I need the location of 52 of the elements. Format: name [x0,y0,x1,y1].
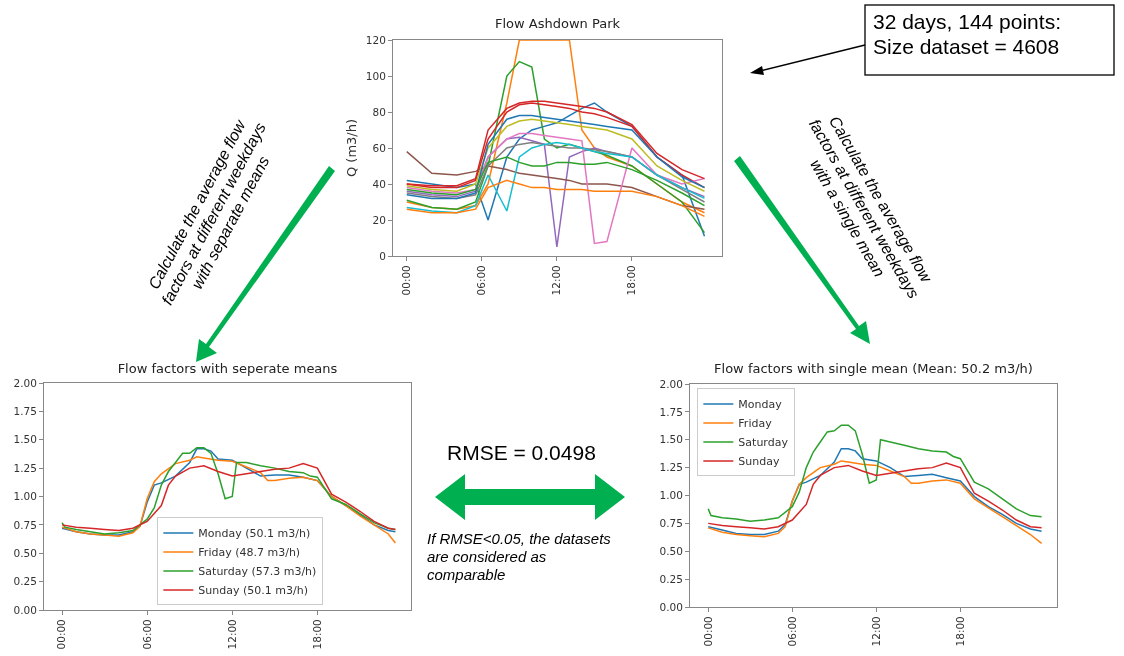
y-tick-label: 0.75 [659,517,683,530]
y-tick-label: 0.50 [659,544,683,557]
y-tick-label: 100 [365,69,386,82]
x-tick-label: 00:00 [701,616,714,647]
y-tick-label: 1.50 [13,433,37,446]
x-tick-label: 12:00 [550,265,563,296]
y-tick-label: 0.75 [13,518,37,531]
y-tick-label: 1.75 [659,405,683,418]
y-tick-label: 40 [372,177,386,190]
y-tick-label: 2.00 [13,376,37,389]
y-tick-label: 2.00 [659,377,683,390]
y-tick-label: 1.00 [659,489,683,502]
y-tick-label: 0 [379,249,386,262]
x-tick-label: 18:00 [953,616,966,647]
x-tick-label: 06:00 [785,616,798,647]
y-tick-label: 80 [372,105,386,118]
legend-label: Saturday [738,436,789,450]
y-tick-label: 1.25 [13,461,37,474]
legend-label: Monday [738,398,783,412]
chart-title: Flow factors with seperate means [117,361,338,377]
y-tick-label: 120 [365,33,386,46]
y-tick-label: 20 [372,213,386,226]
x-tick-label: 06:00 [475,265,488,296]
x-tick-label: 12:00 [869,616,882,647]
y-tick-label: 0.00 [13,603,37,616]
x-tick-label: 18:00 [625,265,638,296]
y-tick-label: 1.25 [659,461,683,474]
legend-label: Friday [738,417,773,431]
chart-title: Flow Ashdown Park [494,16,621,32]
text: If RMSE<0.05, the datasets are considered as comparable [427,530,611,584]
legend-label: Saturday (57.3 m3/h) [198,565,317,579]
legend-label: Sunday [738,455,780,469]
x-tick-label: 06:00 [140,619,153,650]
y-tick-label: 1.50 [659,433,683,446]
x-tick-label: 12:00 [225,619,238,650]
x-tick-label: 00:00 [400,265,413,296]
text: 32 days, 144 points: Size dataset = 4608 [873,9,1061,60]
legend-label: Sunday (50.1 m3/h) [198,584,308,598]
x-tick-label: 00:00 [55,619,68,650]
y-tick-label: 0.25 [659,572,683,585]
chart-title: Flow factors with single mean (Mean: 50.2 m3/h) [714,361,1033,377]
y-axis-title: Q (m3/h) [343,118,359,178]
y-tick-label: 0.25 [13,575,37,588]
y-tick-label: 1.00 [13,490,37,503]
y-tick-label: 1.75 [13,405,37,418]
legend-label: Monday (50.1 m3/h) [198,527,311,541]
y-tick-label: 0.00 [659,600,683,613]
legend-label: Friday (48.7 m3/h) [198,546,301,560]
x-tick-label: 18:00 [310,619,323,650]
y-tick-label: 60 [372,141,386,154]
y-tick-label: 0.50 [13,546,37,559]
text: RMSE = 0.0498 [447,440,596,466]
